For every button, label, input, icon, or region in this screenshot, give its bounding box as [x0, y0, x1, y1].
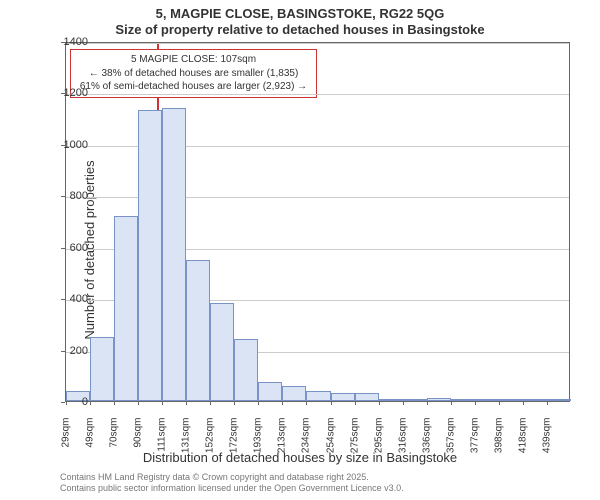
ytick-label: 600	[48, 242, 88, 254]
ytick-label: 1200	[48, 87, 88, 99]
histogram-bar	[379, 399, 403, 401]
ytick-label: 400	[48, 293, 88, 305]
ytick-mark	[61, 93, 65, 94]
histogram-bar	[306, 391, 330, 401]
gridline	[66, 43, 569, 44]
histogram-bar	[186, 260, 210, 401]
xtick-mark	[114, 401, 115, 405]
xtick-mark	[475, 401, 476, 405]
xtick-mark	[331, 401, 332, 405]
histogram-bar	[162, 108, 186, 401]
xtick-mark	[306, 401, 307, 405]
xtick-mark	[427, 401, 428, 405]
xtick-mark	[355, 401, 356, 405]
ytick-label: 200	[48, 345, 88, 357]
histogram-bar	[475, 399, 499, 401]
ytick-label: 800	[48, 190, 88, 202]
ytick-mark	[61, 299, 65, 300]
ytick-label: 1400	[48, 36, 88, 48]
annotation-box: 5 MAGPIE CLOSE: 107sqm ← 38% of detached…	[70, 49, 317, 98]
histogram-bar	[403, 399, 427, 401]
annotation-line3: 61% of semi-detached houses are larger (…	[77, 80, 310, 94]
attribution-line2: Contains public sector information licen…	[60, 483, 404, 494]
histogram-bar	[355, 393, 379, 401]
xtick-mark	[451, 401, 452, 405]
histogram-bar	[138, 110, 162, 401]
xtick-mark	[282, 401, 283, 405]
gridline	[66, 94, 569, 95]
xtick-mark	[547, 401, 548, 405]
xtick-mark	[210, 401, 211, 405]
histogram-bar	[499, 399, 523, 401]
xtick-mark	[186, 401, 187, 405]
ytick-label: 0	[48, 396, 88, 408]
chart-title-line2: Size of property relative to detached ho…	[0, 22, 600, 37]
xtick-mark	[162, 401, 163, 405]
xtick-mark	[403, 401, 404, 405]
ytick-mark	[61, 196, 65, 197]
histogram-bar	[114, 216, 138, 401]
ytick-mark	[61, 42, 65, 43]
ytick-label: 1000	[48, 139, 88, 151]
histogram-bar	[282, 386, 306, 401]
histogram-bar	[523, 399, 547, 401]
xtick-mark	[379, 401, 380, 405]
xtick-mark	[499, 401, 500, 405]
chart-container: 5, MAGPIE CLOSE, BASINGSTOKE, RG22 5QG S…	[0, 0, 600, 500]
histogram-bar	[427, 398, 451, 401]
plot-area: 5 MAGPIE CLOSE: 107sqm ← 38% of detached…	[65, 42, 570, 402]
histogram-bar	[210, 303, 234, 401]
histogram-bar	[258, 382, 282, 401]
xtick-mark	[234, 401, 235, 405]
ytick-mark	[61, 402, 65, 403]
ytick-mark	[61, 351, 65, 352]
annotation-line1: 5 MAGPIE CLOSE: 107sqm	[77, 53, 310, 67]
x-axis-label: Distribution of detached houses by size …	[0, 450, 600, 465]
annotation-line2: ← 38% of detached houses are smaller (1,…	[77, 67, 310, 81]
xtick-mark	[90, 401, 91, 405]
xtick-mark	[523, 401, 524, 405]
xtick-mark	[258, 401, 259, 405]
histogram-bar	[234, 339, 258, 401]
attribution-line1: Contains HM Land Registry data © Crown c…	[60, 472, 404, 483]
histogram-bar	[331, 393, 355, 401]
xtick-mark	[138, 401, 139, 405]
chart-title-line1: 5, MAGPIE CLOSE, BASINGSTOKE, RG22 5QG	[0, 6, 600, 21]
ytick-mark	[61, 145, 65, 146]
attribution: Contains HM Land Registry data © Crown c…	[60, 472, 404, 495]
histogram-bar	[451, 399, 475, 401]
histogram-bar	[90, 337, 114, 401]
histogram-bar	[547, 399, 571, 401]
ytick-mark	[61, 248, 65, 249]
